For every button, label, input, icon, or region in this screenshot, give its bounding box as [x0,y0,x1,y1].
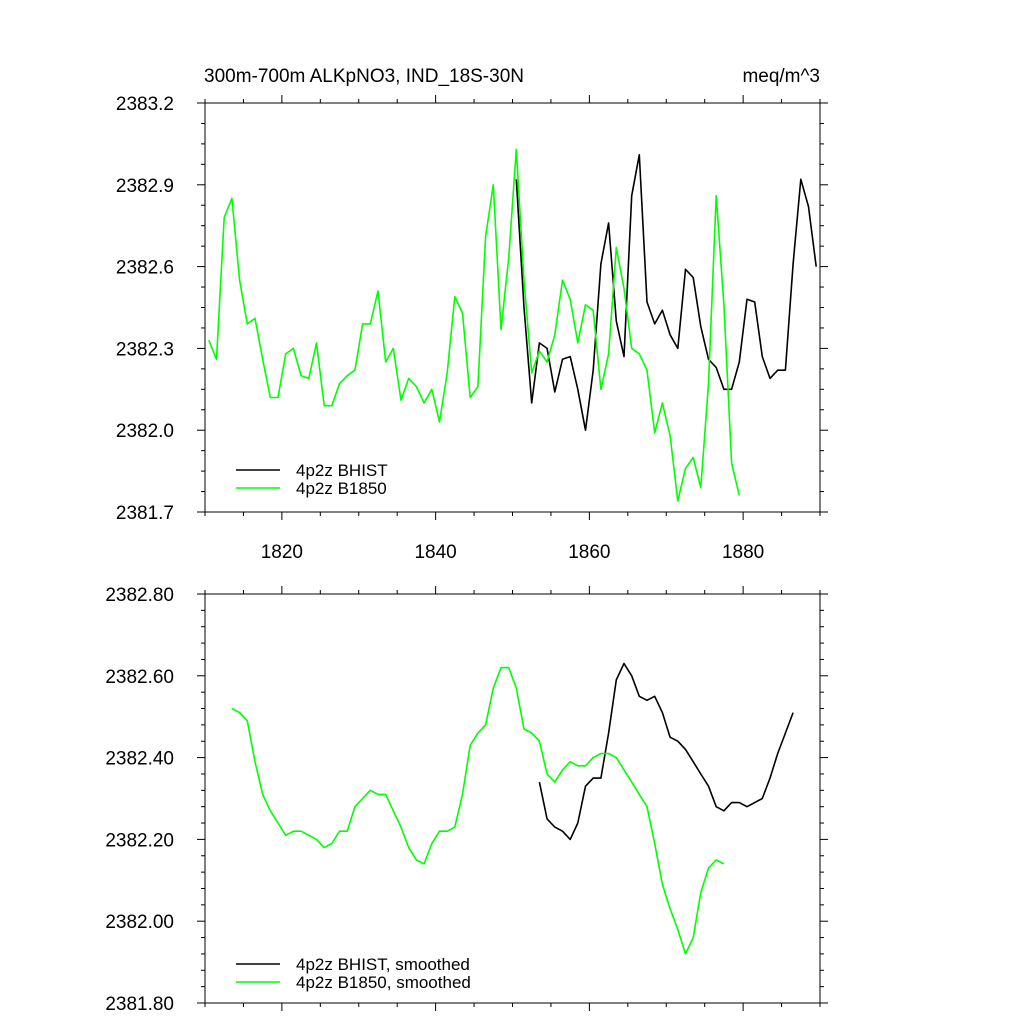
bottom-panel: 2381.80 2382.00 2382.20 2382.40 2382.60 2382.… [105,585,828,1015]
y-tick-label: 2382.20 [105,830,174,851]
y-tick-label: 2382.00 [105,912,174,933]
y-tick-label: 2382.3 [116,339,174,360]
x-tick-label: 1880 [722,542,764,563]
legend-label: 4p2z BHIST [296,461,388,480]
x-tick-label: 1860 [568,542,610,563]
y-tick-label: 2382.9 [116,176,174,197]
legend-label: 4p2z B1850, smoothed [296,973,471,992]
y-tick-label: 2383.2 [116,94,174,115]
series-line-b1850 [208,148,741,502]
y-tick-label: 2382.40 [105,749,174,770]
x-tick-label: 1820 [261,542,303,563]
plot-frame [204,593,821,1004]
units-label: meq/m^3 [742,66,820,87]
legend-label: 4p2z B1850 [296,479,387,498]
y-tick-label: 2381.80 [105,994,174,1015]
series-line-bhist [515,154,817,432]
x-tick-label: 1840 [414,542,456,563]
chart-title: 300m-700m ALKpNO3, IND_18S-30N [204,66,524,87]
y-tick-label: 2382.60 [105,667,174,688]
plot-frame [204,102,821,513]
y-tick-label: 2382.0 [116,421,174,442]
legend-label: 4p2z BHIST, smoothed [296,955,470,974]
series-line-b1850-smoothed [231,666,725,955]
y-tick-label: 2382.6 [116,258,174,279]
y-tick-label: 2381.7 [116,503,174,524]
y-tick-label: 2382.80 [105,585,174,606]
series-line-bhist-smoothed [538,662,794,841]
top-panel: 1820 1840 1860 1880 2381.7 2382.0 2382.3 2382.6… [116,94,828,563]
